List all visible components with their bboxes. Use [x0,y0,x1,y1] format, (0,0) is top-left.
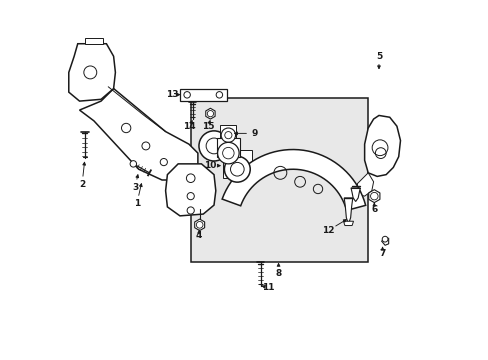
Polygon shape [222,149,365,211]
Text: 8: 8 [275,269,281,278]
Polygon shape [85,39,102,44]
Text: 11: 11 [261,283,273,292]
Circle shape [221,128,235,142]
Text: 2: 2 [79,180,85,189]
Polygon shape [69,44,115,101]
Text: 6: 6 [370,205,377,214]
Circle shape [199,131,228,161]
Polygon shape [350,188,360,202]
Text: 14: 14 [183,122,196,131]
Text: 13: 13 [165,90,178,99]
Polygon shape [357,173,373,196]
Polygon shape [165,164,215,216]
Circle shape [217,142,239,164]
Text: 9: 9 [251,129,257,138]
Polygon shape [344,198,352,224]
Text: 5: 5 [375,52,381,61]
Polygon shape [222,150,251,178]
Polygon shape [220,125,236,138]
Polygon shape [368,190,379,203]
Text: 3: 3 [132,183,138,192]
Text: 12: 12 [322,226,334,235]
Text: 10: 10 [204,161,216,170]
Polygon shape [364,116,400,176]
Polygon shape [205,108,215,119]
Text: 1: 1 [134,199,140,208]
Text: 15: 15 [201,122,214,131]
Polygon shape [343,221,353,226]
Polygon shape [194,219,204,230]
Circle shape [130,161,136,167]
Polygon shape [217,138,239,157]
Circle shape [224,156,250,182]
FancyBboxPatch shape [190,98,367,262]
Polygon shape [180,89,226,101]
Text: 7: 7 [379,249,385,258]
Text: 4: 4 [195,231,202,240]
Polygon shape [80,89,198,180]
